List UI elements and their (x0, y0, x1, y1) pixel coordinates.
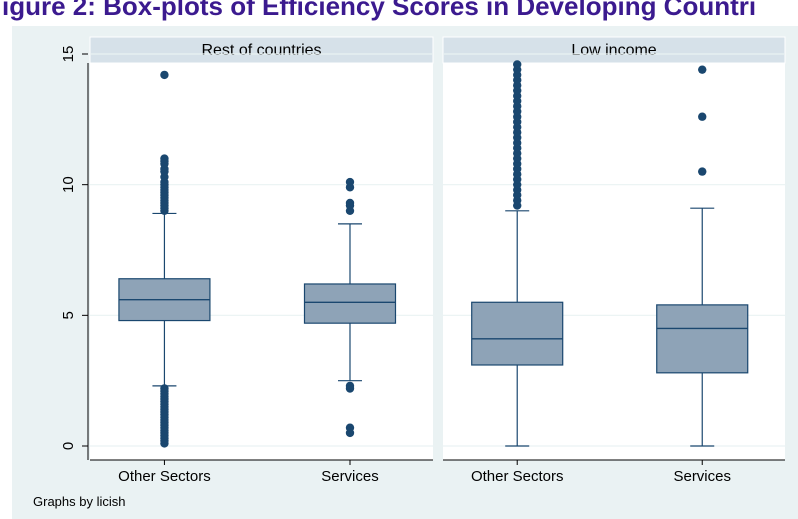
y-tick-label: 0 (60, 442, 77, 450)
panel-low-income: Low income Other Sectors Services (442, 36, 786, 485)
panel-header (442, 36, 786, 64)
graph-note: Graphs by licish (33, 494, 125, 509)
y-tick-label: 5 (60, 311, 77, 319)
box-iqr (471, 301, 564, 366)
plot-area (90, 63, 433, 460)
y-tick-label: 10 (60, 176, 77, 193)
outlier-point (345, 423, 355, 432)
outlier-point (160, 154, 169, 163)
box-services (303, 177, 397, 438)
title-strip: igure 2: Box-plots of Efficiency Scores … (0, 0, 798, 26)
box-other-sectors (118, 70, 211, 448)
panel-rest-of-countries: Rest of countries Other Sectors Services (89, 36, 434, 485)
page-title: igure 2: Box-plots of Efficiency Scores … (2, 0, 757, 21)
panel-title: Rest of countries (201, 42, 321, 59)
x-tick-label: Services (321, 468, 379, 485)
panel-header (89, 36, 434, 64)
box-services (656, 65, 749, 447)
y-tick-label: 15 (60, 46, 77, 63)
outlier-point (698, 167, 707, 176)
panel-title: Low income (571, 42, 656, 59)
box-iqr (303, 283, 397, 324)
outlier-point (698, 65, 707, 74)
outlier-point (345, 198, 355, 208)
box-iqr (656, 304, 749, 374)
x-tick-label: Services (673, 468, 731, 485)
outlier-point (345, 381, 355, 391)
outlier-point (698, 112, 707, 121)
x-tick-label: Other Sectors (118, 468, 211, 485)
plot-area (443, 63, 785, 460)
outlier-point (345, 177, 355, 187)
outlier-point (513, 60, 522, 69)
outlier-point (160, 70, 169, 80)
outlier-point (160, 384, 169, 393)
x-tick-label: Other Sectors (471, 468, 564, 485)
box-other-sectors (471, 60, 564, 447)
